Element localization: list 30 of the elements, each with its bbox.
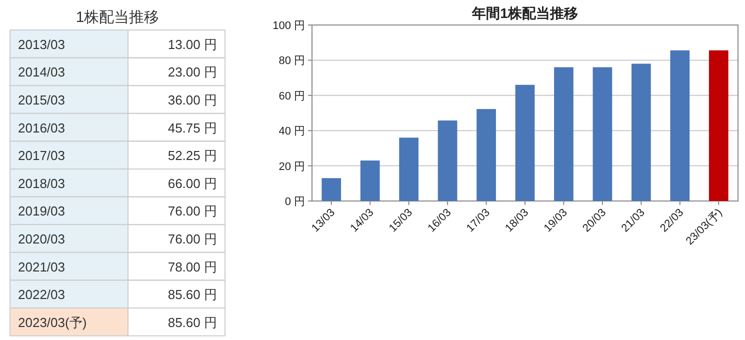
text: 52.25 円 [168, 148, 217, 164]
text: 1株配当推移 [76, 9, 160, 26]
category-label: 2023/03(予) [18, 314, 87, 330]
text: 36.00 円 [168, 92, 217, 108]
y-tick-label: 0 円 [284, 196, 305, 208]
category-label: 2013/03 [18, 36, 65, 52]
category-label: 2018/03 [18, 176, 65, 191]
y-tick-label: 40 円 [278, 126, 305, 138]
text: 85.60 円 [168, 314, 217, 330]
y-tick-label: 80 円 [278, 55, 305, 68]
category-label: 2021/03 [18, 259, 65, 274]
category-label: 2020/03 [18, 232, 65, 246]
category-label: 2022/03 [18, 287, 65, 302]
text: 66.00 円 [168, 176, 217, 191]
text: 23.00 円 [168, 64, 217, 80]
text: 13.00 円 [168, 36, 217, 52]
category-label: 2019/03 [18, 204, 65, 219]
chart-title: 年間1株配当推移 [471, 5, 578, 21]
y-tick-label: 100 円 [272, 20, 305, 32]
y-tick-label: 60 円 [278, 90, 305, 102]
y-tick-label: 20 円 [278, 160, 305, 173]
text: 76.00 円 [168, 232, 217, 246]
text: 78.00 円 [168, 259, 217, 274]
text: 85.60 円 [168, 287, 217, 302]
text: 76.00 円 [168, 204, 217, 219]
text: 45.75 円 [168, 120, 217, 136]
category-label: 2017/03 [18, 148, 65, 164]
category-label: 2015/03 [18, 92, 65, 108]
category-label: 2016/03 [18, 120, 65, 136]
category-label: 2014/03 [18, 64, 65, 80]
